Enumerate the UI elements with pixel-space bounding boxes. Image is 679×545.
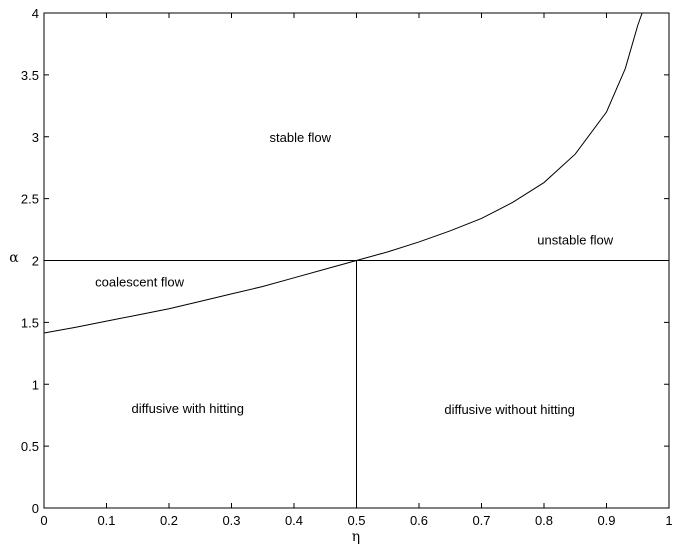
x-tick-label: 0.7: [472, 513, 490, 528]
y-tick-label: 2.5: [21, 192, 39, 207]
x-tick-label: 0.1: [97, 513, 115, 528]
x-tick-label: 0.3: [222, 513, 240, 528]
region-label: unstable flow: [537, 232, 613, 247]
y-tick-label: 4: [32, 6, 39, 21]
region-label: coalescent flow: [95, 275, 184, 290]
region-labels: stable flow unstable flow coalescent flow d…: [95, 130, 614, 417]
boundary-curve: [43, 12, 643, 334]
y-tick-label: 1: [32, 377, 39, 392]
y-tick-label: 3: [32, 130, 39, 145]
x-tick-label: 0.8: [535, 513, 553, 528]
x-tick-label: 1: [665, 513, 672, 528]
region-label: diffusive with hitting: [132, 401, 245, 416]
x-tick-label: 0: [40, 513, 47, 528]
x-tick-label: 0.5: [347, 513, 365, 528]
y-tick-label: 3.5: [21, 68, 39, 83]
y-tick-label: 2: [32, 254, 39, 269]
x-tick-label: 0.4: [285, 513, 303, 528]
y-tick-label: 0.5: [21, 439, 39, 454]
region-label: diffusive without hitting: [444, 402, 575, 417]
x-axis-label: η: [352, 529, 360, 545]
x-tick-label: 0.9: [597, 513, 615, 528]
region-label: stable flow: [270, 130, 332, 145]
series-layer: [43, 12, 669, 508]
y-tick-label: 0: [32, 501, 39, 516]
axis-ticks: 0 0.1 0.2 0.3 0.4 0.5 0.6 0.7 0.8 0.9 1 0 0.5 1 1.5 2 2.…: [21, 6, 673, 528]
y-axis-label: α: [9, 250, 19, 266]
y-tick-label: 1.5: [21, 315, 39, 330]
x-tick-label: 0.2: [160, 513, 178, 528]
x-tick-label: 0.6: [410, 513, 428, 528]
